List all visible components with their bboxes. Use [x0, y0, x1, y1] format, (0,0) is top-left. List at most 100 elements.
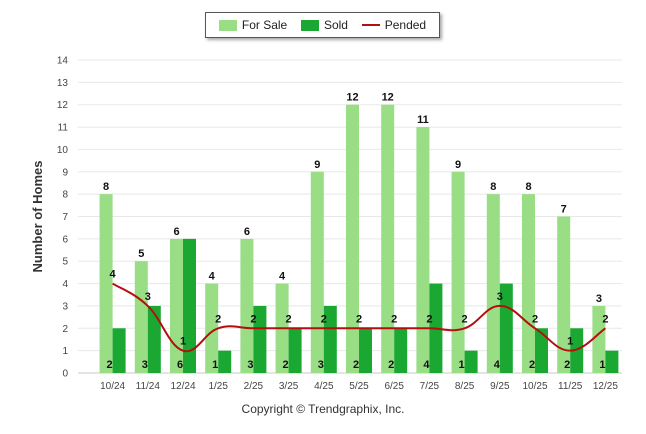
bar-sold: [570, 328, 584, 373]
legend-item-for-sale[interactable]: For Sale: [218, 18, 288, 32]
pended-data-label: 1: [567, 336, 573, 348]
pended-data-label: 2: [215, 313, 221, 325]
sold-data-label: 2: [529, 359, 535, 371]
x-tick-label: 11/25: [558, 381, 583, 392]
x-tick-label: 10/25: [522, 381, 547, 392]
for-sale-data-label: 7: [561, 204, 567, 216]
pended-swatch: [361, 24, 380, 26]
y-tick-label: 10: [57, 145, 69, 156]
sold-data-label: 3: [142, 359, 148, 371]
bar-for-sale: [592, 305, 606, 373]
bar-sold: [112, 328, 126, 373]
y-tick-label: 13: [57, 78, 69, 89]
legend-label-pended: Pended: [384, 18, 427, 32]
sold-data-label: 1: [459, 359, 465, 371]
for-sale-swatch: [218, 19, 237, 31]
bar-for-sale: [99, 194, 113, 373]
bar-sold: [253, 305, 267, 373]
bar-sold: [605, 350, 619, 373]
sold-swatch: [300, 19, 319, 31]
legend-label-for-sale: For Sale: [241, 18, 288, 32]
for-sale-data-label: 6: [244, 226, 250, 238]
pended-data-label: 3: [497, 291, 503, 303]
bar-for-sale: [416, 127, 430, 373]
x-tick-label: 11/24: [136, 381, 161, 392]
y-tick-label: 4: [62, 279, 68, 290]
bar-for-sale: [522, 194, 535, 373]
for-sale-data-label: 8: [103, 181, 109, 193]
pended-data-label: 2: [356, 313, 362, 325]
legend-item-sold[interactable]: Sold: [300, 18, 348, 32]
y-axis-title: Number of Homes: [30, 161, 45, 273]
for-sale-data-label: 11: [417, 114, 429, 126]
bar-for-sale: [346, 104, 359, 373]
y-tick-label: 3: [62, 301, 68, 312]
pended-data-label: 2: [532, 313, 538, 325]
x-tick-label: 12/25: [593, 381, 618, 392]
pended-line-group: [112, 282, 606, 353]
pended-data-label: 2: [426, 313, 432, 325]
x-tick-label: 3/25: [279, 381, 299, 392]
pended-line: [112, 282, 606, 353]
y-tick-label: 9: [62, 167, 68, 178]
bar-for-sale: [451, 171, 465, 373]
x-tick-label: 7/25: [420, 381, 440, 392]
bar-sold: [183, 238, 196, 373]
bar-sold: [218, 350, 232, 373]
for-sale-data-label: 12: [382, 92, 394, 104]
sold-data-label: 1: [212, 359, 218, 371]
for-sale-data-label: 4: [279, 271, 286, 283]
bar-sold: [464, 350, 478, 373]
bar-for-sale: [310, 171, 324, 373]
legend-label-sold: Sold: [323, 18, 348, 32]
sold-data-label: 2: [283, 359, 289, 371]
bar-for-sale: [381, 104, 395, 373]
x-tick-label: 9/25: [490, 381, 510, 392]
pended-data-label: 4: [110, 269, 117, 281]
sold-data-label: 1: [599, 359, 605, 371]
for-sale-data-label: 4: [209, 271, 216, 283]
sold-data-label: 4: [494, 359, 501, 371]
for-sale-data-label: 12: [346, 92, 358, 104]
pended-data-label: 2: [391, 313, 397, 325]
sold-data-label: 6: [177, 359, 183, 371]
sold-data-label: 2: [107, 359, 113, 371]
for-sale-data-label: 8: [490, 181, 496, 193]
y-tick-label: 2: [62, 324, 68, 335]
y-tick-label: 5: [62, 257, 68, 268]
bar-sold: [394, 328, 408, 373]
for-sale-data-label: 3: [596, 293, 602, 305]
copyright-text: Copyright © Trendgraphix, Inc.: [241, 402, 405, 416]
sold-data-label: 2: [353, 359, 359, 371]
y-tick-label: 0: [62, 369, 68, 380]
x-tick-label: 8/25: [455, 381, 475, 392]
x-tick-label: 5/25: [349, 381, 369, 392]
pended-data-label: 2: [286, 313, 292, 325]
x-tick-label: 10/24: [100, 381, 125, 392]
y-tick-label: 1: [62, 346, 68, 357]
chart-legend: For Sale Sold Pended: [205, 12, 440, 38]
y-tick-label: 14: [57, 56, 69, 67]
sold-data-label: 4: [423, 359, 430, 371]
for-sale-data-label: 6: [173, 226, 179, 238]
bar-sold: [147, 305, 161, 373]
bars: [99, 104, 619, 373]
legend-item-pended[interactable]: Pended: [361, 18, 427, 32]
sold-data-label: 3: [318, 359, 324, 371]
pended-data-label: 2: [321, 313, 327, 325]
bar-for-sale: [240, 238, 254, 373]
pended-data-label: 1: [180, 336, 186, 348]
bar-sold: [535, 328, 548, 373]
for-sale-data-label: 9: [455, 159, 461, 171]
bar-sold: [323, 305, 337, 373]
x-tick-label: 4/25: [314, 381, 334, 392]
bar-for-sale: [170, 238, 183, 373]
x-tick-label: 1/25: [208, 381, 228, 392]
bar-for-sale: [134, 261, 148, 373]
for-sale-data-label: 5: [138, 248, 144, 260]
bar-for-sale: [205, 283, 219, 373]
x-tick-label: 12/24: [170, 381, 195, 392]
pended-data-label: 2: [462, 313, 468, 325]
